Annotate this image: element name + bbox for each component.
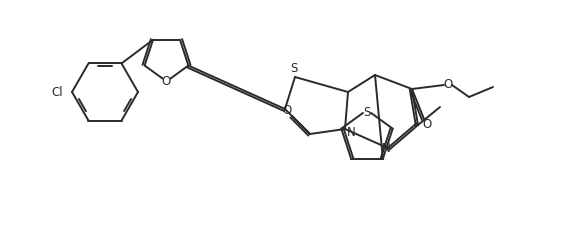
Text: N: N <box>347 126 355 140</box>
Text: Cl: Cl <box>51 85 63 99</box>
Text: O: O <box>282 104 292 118</box>
Text: S: S <box>290 62 298 75</box>
Text: S: S <box>363 105 371 119</box>
Text: N: N <box>382 142 390 155</box>
Text: O: O <box>162 75 171 88</box>
Text: O: O <box>422 119 431 131</box>
Text: O: O <box>443 79 453 91</box>
